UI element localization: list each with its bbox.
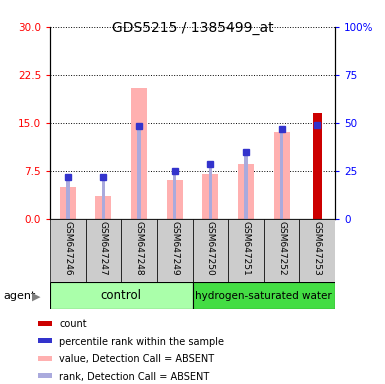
Bar: [273, 132, 290, 219]
Bar: [192, 282, 335, 309]
Bar: [173, 171, 176, 219]
Text: hydrogen-saturated water: hydrogen-saturated water: [195, 291, 332, 301]
Text: GSM647252: GSM647252: [277, 221, 286, 275]
Bar: [66, 177, 70, 219]
Bar: [192, 219, 228, 282]
Bar: [280, 129, 283, 219]
Bar: [38, 338, 52, 343]
Bar: [238, 164, 254, 219]
Text: GSM647249: GSM647249: [170, 221, 179, 275]
Bar: [228, 219, 264, 282]
Bar: [131, 88, 147, 219]
Bar: [50, 219, 85, 282]
Bar: [157, 219, 192, 282]
Text: value, Detection Call = ABSENT: value, Detection Call = ABSENT: [59, 354, 214, 364]
Bar: [85, 219, 121, 282]
Bar: [95, 197, 112, 219]
Text: GSM647246: GSM647246: [64, 221, 72, 275]
Bar: [202, 174, 218, 219]
Bar: [102, 177, 105, 219]
Bar: [209, 164, 212, 219]
Text: GSM647251: GSM647251: [241, 221, 250, 276]
Bar: [121, 219, 157, 282]
Bar: [264, 219, 300, 282]
Bar: [38, 321, 52, 326]
Text: GSM647248: GSM647248: [135, 221, 144, 275]
Text: count: count: [59, 319, 87, 329]
Text: percentile rank within the sample: percentile rank within the sample: [59, 337, 224, 347]
Text: GSM647247: GSM647247: [99, 221, 108, 275]
Text: GSM647250: GSM647250: [206, 221, 215, 276]
Text: GSM647253: GSM647253: [313, 221, 321, 276]
Bar: [38, 373, 52, 378]
Bar: [60, 187, 76, 219]
Text: agent: agent: [4, 291, 36, 301]
Text: control: control: [101, 289, 142, 302]
Text: ▶: ▶: [32, 291, 41, 301]
Bar: [167, 180, 183, 219]
Text: GDS5215 / 1385499_at: GDS5215 / 1385499_at: [112, 21, 273, 35]
Bar: [38, 356, 52, 361]
Text: rank, Detection Call = ABSENT: rank, Detection Call = ABSENT: [59, 372, 209, 382]
Bar: [244, 152, 248, 219]
Bar: [137, 126, 141, 219]
Bar: [300, 219, 335, 282]
Bar: [50, 282, 192, 309]
Bar: [313, 113, 321, 219]
